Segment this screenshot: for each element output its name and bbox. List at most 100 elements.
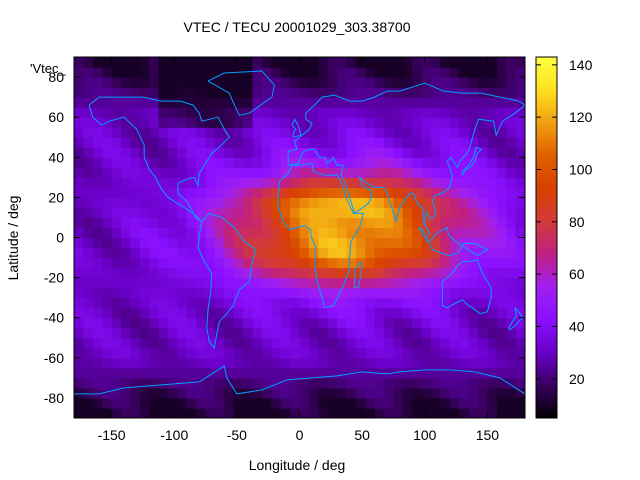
heatmap-cell bbox=[459, 137, 470, 148]
heatmap-cell bbox=[449, 127, 460, 138]
heatmap-cell bbox=[271, 267, 282, 279]
heatmap-cell bbox=[337, 377, 348, 389]
heatmap-cell bbox=[92, 357, 103, 369]
heatmap-cell bbox=[233, 77, 244, 88]
heatmap-cell bbox=[224, 177, 235, 188]
heatmap-cell bbox=[337, 277, 348, 289]
heatmap-cell bbox=[459, 67, 470, 78]
heatmap-cell bbox=[196, 77, 207, 88]
heatmap-cell bbox=[327, 127, 338, 138]
heatmap-cell bbox=[515, 317, 525, 329]
heatmap-cell bbox=[271, 147, 282, 158]
heatmap-cell bbox=[346, 137, 357, 148]
heatmap-cell bbox=[431, 387, 442, 399]
heatmap-cell bbox=[374, 247, 385, 259]
heatmap-cell bbox=[139, 357, 150, 369]
heatmap-cell bbox=[177, 77, 188, 88]
heatmap-cell bbox=[327, 347, 338, 359]
heatmap-cell bbox=[83, 357, 94, 369]
heatmap-cell bbox=[92, 257, 103, 269]
heatmap-cell bbox=[459, 357, 470, 369]
heatmap-cell bbox=[402, 287, 413, 299]
heatmap-cell bbox=[459, 77, 470, 88]
heatmap-cell bbox=[92, 217, 103, 229]
heatmap-cell bbox=[299, 407, 310, 418]
heatmap-cell bbox=[365, 367, 376, 379]
heatmap-cell bbox=[196, 107, 207, 118]
heatmap-cell bbox=[261, 357, 272, 369]
heatmap-cell bbox=[515, 287, 525, 299]
heatmap-cell bbox=[355, 207, 366, 219]
heatmap-cell bbox=[440, 327, 451, 339]
heatmap-cell bbox=[308, 67, 319, 78]
heatmap-cell bbox=[337, 127, 348, 138]
heatmap-cell bbox=[111, 267, 122, 279]
heatmap-cell bbox=[233, 57, 244, 68]
x-tick-label: 150 bbox=[476, 427, 500, 443]
heatmap-cell bbox=[224, 357, 235, 369]
heatmap-cell bbox=[111, 397, 122, 409]
heatmap-cell bbox=[346, 147, 357, 158]
heatmap-cell bbox=[196, 67, 207, 78]
heatmap-cell bbox=[496, 157, 507, 168]
heatmap-cell bbox=[111, 407, 122, 418]
heatmap-cell bbox=[384, 347, 395, 359]
heatmap-cell bbox=[149, 137, 160, 148]
heatmap-cell bbox=[224, 237, 235, 249]
x-tick-label: -100 bbox=[160, 427, 188, 443]
heatmap-cell bbox=[327, 157, 338, 168]
heatmap-cell bbox=[83, 57, 94, 68]
heatmap-cell bbox=[214, 347, 225, 359]
heatmap-cell bbox=[365, 87, 376, 98]
heatmap-cell bbox=[177, 167, 188, 178]
heatmap-cell bbox=[327, 107, 338, 118]
heatmap-cell bbox=[374, 277, 385, 289]
heatmap-cell bbox=[355, 57, 366, 68]
heatmap-cell bbox=[459, 127, 470, 138]
heatmap-cell bbox=[224, 407, 235, 418]
heatmap-cell bbox=[158, 187, 169, 198]
heatmap-cell bbox=[478, 97, 489, 108]
heatmap-cell bbox=[478, 287, 489, 299]
heatmap-cell bbox=[421, 237, 432, 249]
heatmap-cell bbox=[92, 337, 103, 349]
heatmap-cell bbox=[318, 277, 329, 289]
heatmap-cell bbox=[261, 177, 272, 188]
heatmap-cell bbox=[102, 157, 113, 168]
heatmap-cell bbox=[327, 257, 338, 269]
heatmap-cell bbox=[384, 217, 395, 229]
heatmap-cell bbox=[83, 407, 94, 418]
heatmap-cell bbox=[459, 327, 470, 339]
heatmap-cell bbox=[506, 357, 517, 369]
heatmap-cell bbox=[365, 187, 376, 198]
heatmap-cell bbox=[468, 77, 479, 88]
heatmap-cell bbox=[346, 387, 357, 399]
heatmap-cell bbox=[158, 347, 169, 359]
heatmap-cell bbox=[233, 337, 244, 349]
heatmap-cell bbox=[431, 167, 442, 178]
heatmap-cell bbox=[515, 77, 525, 88]
heatmap-cell bbox=[271, 387, 282, 399]
heatmap-cell bbox=[214, 217, 225, 229]
heatmap-cell bbox=[299, 137, 310, 148]
heatmap-cell bbox=[496, 97, 507, 108]
heatmap-cell bbox=[468, 57, 479, 68]
heatmap-cell bbox=[299, 277, 310, 289]
coastline-madagascar bbox=[354, 260, 363, 289]
heatmap-cell bbox=[83, 67, 94, 78]
heatmap-cell bbox=[402, 407, 413, 418]
heatmap-cell bbox=[515, 357, 525, 369]
heatmap-cell bbox=[421, 107, 432, 118]
heatmap-cell bbox=[120, 277, 131, 289]
heatmap-cell bbox=[374, 357, 385, 369]
heatmap-cell bbox=[252, 347, 263, 359]
heatmap-cell bbox=[196, 317, 207, 329]
heatmap-cell bbox=[402, 67, 413, 78]
heatmap-cell bbox=[92, 267, 103, 279]
heatmap-cell bbox=[468, 147, 479, 158]
heatmap-cell bbox=[318, 387, 329, 399]
heatmap-cell bbox=[111, 377, 122, 389]
heatmap-cell bbox=[167, 97, 178, 108]
heatmap-cell bbox=[271, 257, 282, 269]
heatmap-cell bbox=[158, 97, 169, 108]
